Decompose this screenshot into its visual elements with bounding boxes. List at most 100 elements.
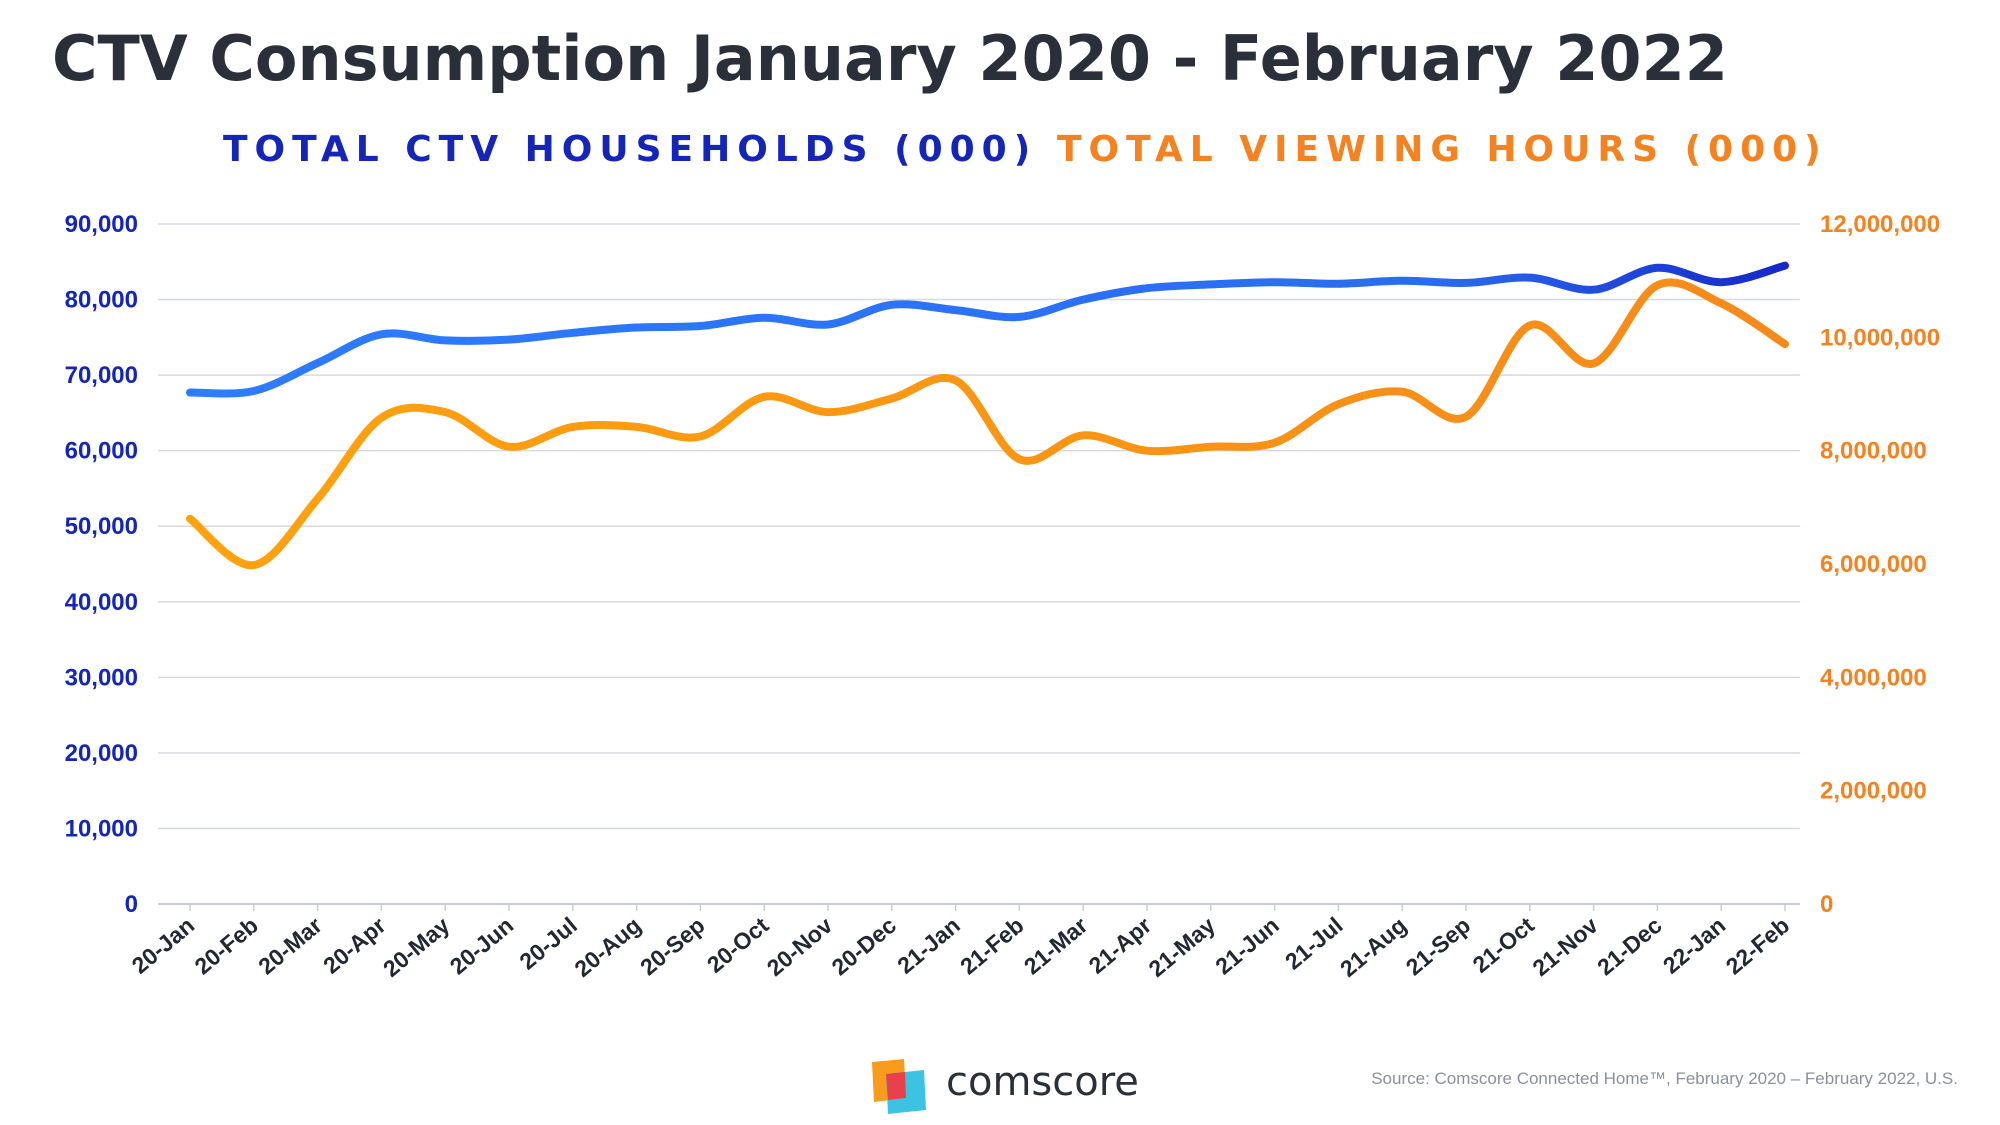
households-point	[1271, 278, 1279, 286]
x-tick-label: 20-Nov	[762, 912, 838, 981]
right-tick-label: 8,000,000	[1820, 438, 1927, 465]
households-point	[1653, 264, 1661, 272]
x-tick-label: 20-Mar	[253, 912, 327, 980]
viewing-hours-point	[1334, 400, 1342, 408]
x-tick-label: 20-Aug	[569, 912, 645, 982]
households-point	[1079, 296, 1087, 304]
viewing-hours-point	[441, 408, 449, 416]
x-tick-label: 20-Jan	[127, 912, 200, 979]
source-note: Source: Comscore Connected Home™, Februa…	[1371, 1069, 1958, 1088]
viewing-hours-point	[1271, 439, 1279, 447]
viewing-hours-point	[952, 376, 960, 384]
x-tick-label: 21-Sep	[1401, 912, 1476, 980]
households-point	[1781, 262, 1789, 270]
left-tick-label: 0	[125, 891, 138, 918]
viewing-hours-point	[1590, 359, 1598, 367]
left-tick-label: 50,000	[65, 513, 138, 540]
viewing-hours-point	[250, 561, 258, 569]
households-point	[250, 387, 258, 395]
left-tick-label: 80,000	[65, 287, 138, 314]
right-tick-label: 10,000,000	[1820, 324, 1940, 351]
viewing-hours-point	[377, 414, 385, 422]
x-tick-label: 21-Oct	[1467, 912, 1539, 978]
chart-title: CTV Consumption January 2020 - February …	[52, 22, 1728, 95]
households-point	[952, 306, 960, 314]
x-tick-label: 22-Jan	[1658, 912, 1731, 979]
x-tick-label: 21-Feb	[955, 912, 1029, 980]
brand-name: comscore	[946, 1059, 1139, 1105]
comscore-logo: comscore	[872, 1059, 1139, 1114]
households-point	[1462, 279, 1470, 287]
x-tick-label: 21-Dec	[1592, 912, 1667, 981]
viewing-hours-point	[505, 443, 513, 451]
viewing-hours-point	[633, 423, 641, 431]
viewing-hours-point	[888, 395, 896, 403]
x-tick-label: 20-May	[378, 912, 455, 982]
x-tick-label: 20-Dec	[827, 912, 902, 981]
viewing-hours-point	[1015, 455, 1023, 463]
households-point	[760, 314, 768, 322]
households-point	[633, 324, 641, 332]
households-point	[888, 301, 896, 309]
x-tick-label: 21-Mar	[1019, 912, 1093, 980]
households-point	[505, 336, 513, 344]
viewing-hours-point	[1462, 413, 1470, 421]
households-point	[186, 389, 194, 397]
viewing-hours-point	[824, 408, 832, 416]
households-point	[1526, 274, 1534, 282]
x-tick-label: 21-Apr	[1084, 912, 1157, 979]
households-point	[1207, 280, 1215, 288]
right-tick-label: 0	[1820, 891, 1833, 918]
households-point	[1015, 313, 1023, 321]
right-tick-label: 12,000,000	[1820, 211, 1940, 238]
x-tick-label: 21-Jan	[892, 912, 965, 979]
right-tick-label: 2,000,000	[1820, 778, 1927, 805]
series	[186, 261, 1789, 570]
x-tick-label: 20-Jun	[445, 912, 519, 980]
viewing-hours-point	[314, 495, 322, 503]
viewing-hours-point	[1781, 340, 1789, 348]
left-tick-label: 40,000	[65, 589, 138, 616]
households-point	[824, 321, 832, 329]
left-tick-label: 10,000	[65, 815, 138, 842]
left-tick-label: 90,000	[65, 211, 138, 238]
x-tick-label: 21-Jun	[1210, 912, 1284, 980]
right-tick-label: 4,000,000	[1820, 664, 1927, 691]
viewing-hours-point	[1079, 431, 1087, 439]
gridlines	[158, 223, 1800, 905]
households-point	[569, 329, 577, 337]
series-line-households	[186, 261, 1789, 398]
left-axis: 0 10,000 20,000 30,000 40,000 50,000 60,000 70,…	[65, 211, 138, 918]
x-tick-label: 21-Aug	[1335, 912, 1411, 982]
viewing-hours-point	[1143, 447, 1151, 455]
viewing-hours-point	[696, 433, 704, 441]
right-axis: 0 2,000,000 4,000,000 6,000,000 8,000,000 10,…	[1820, 211, 1940, 918]
viewing-hours-point	[1207, 443, 1215, 451]
x-tick-label: 22-Feb	[1721, 912, 1795, 980]
viewing-hours-point	[186, 515, 194, 523]
households-point	[377, 330, 385, 338]
households-point	[1334, 280, 1342, 288]
x-tick-label: 20-Feb	[190, 912, 264, 980]
households-point	[314, 359, 322, 367]
left-tick-label: 60,000	[65, 438, 138, 465]
viewing-hours-point	[1653, 281, 1661, 289]
right-tick-label: 6,000,000	[1820, 551, 1927, 578]
x-tick-label: 21-May	[1144, 912, 1221, 982]
households-point	[1398, 277, 1406, 285]
left-tick-label: 20,000	[65, 740, 138, 767]
x-tick-label: 21-Nov	[1527, 912, 1603, 981]
left-tick-label: 30,000	[65, 664, 138, 691]
series-line-viewing-hours	[186, 278, 1789, 570]
legend-households: TOTAL CTV HOUSEHOLDS (000)	[223, 129, 1037, 170]
households-point	[1143, 284, 1151, 292]
viewing-hours-point	[760, 393, 768, 401]
viewing-hours-point	[1526, 321, 1534, 329]
x-axis: 20-Jan20-Feb20-Mar20-Apr20-May20-Jun20-J…	[127, 904, 1795, 982]
logo-mark-red	[886, 1072, 906, 1100]
x-tick-label: 20-Sep	[635, 912, 710, 980]
viewing-hours-point	[1398, 388, 1406, 396]
legend-viewing: TOTAL VIEWING HOURS (000)	[1057, 129, 1828, 170]
x-tick-label: 20-Apr	[318, 912, 391, 979]
